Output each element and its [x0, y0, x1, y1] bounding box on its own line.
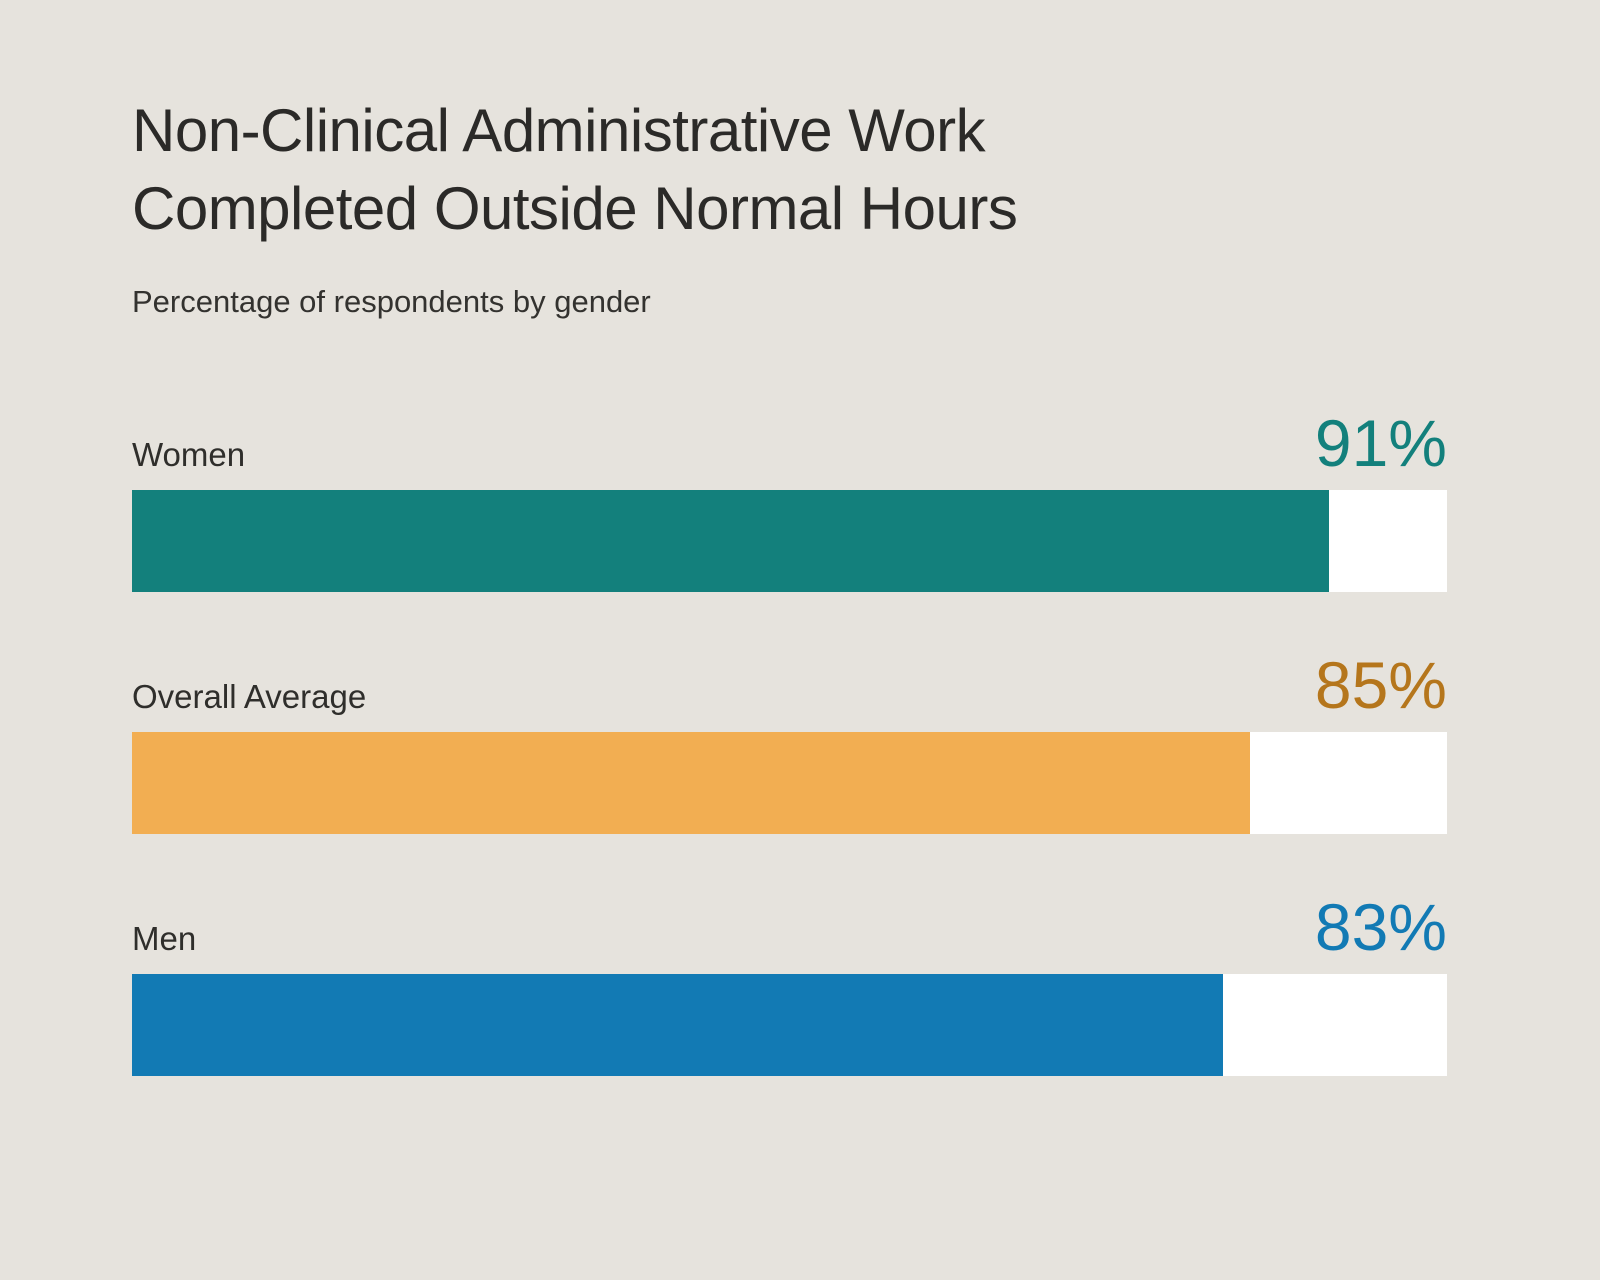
bar-row-women: Women 91%: [132, 410, 1447, 592]
category-label-men: Men: [132, 920, 197, 957]
bar-row-header: Men 83%: [132, 894, 1447, 960]
chart-title: Non-Clinical Administrative Work Complete…: [132, 92, 1447, 248]
chart-title-line2: Completed Outside Normal Hours: [132, 175, 1018, 242]
bar-row-header: Overall Average 85%: [132, 652, 1447, 718]
bar-fill-overall-average: [132, 732, 1250, 834]
bar-chart: Women 91% Overall Average 85% Men 83%: [132, 410, 1447, 1076]
bar-row-header: Women 91%: [132, 410, 1447, 476]
bar-fill-men: [132, 974, 1224, 1076]
bar-row-overall-average: Overall Average 85%: [132, 652, 1447, 834]
chart-subtitle: Percentage of respondents by gender: [132, 284, 651, 319]
bar-track-women: [132, 490, 1447, 592]
category-label-women: Women: [132, 436, 246, 473]
bar-fill-women: [132, 490, 1329, 592]
value-label-women: 91%: [1314, 406, 1447, 480]
chart-title-line1: Non-Clinical Administrative Work: [132, 97, 986, 164]
value-label-overall-average: 85%: [1314, 648, 1447, 722]
bar-track-men: [132, 974, 1447, 1076]
bar-row-men: Men 83%: [132, 894, 1447, 1076]
bar-track-overall-average: [132, 732, 1447, 834]
category-label-overall-average: Overall Average: [132, 678, 367, 715]
value-label-men: 83%: [1314, 890, 1447, 964]
